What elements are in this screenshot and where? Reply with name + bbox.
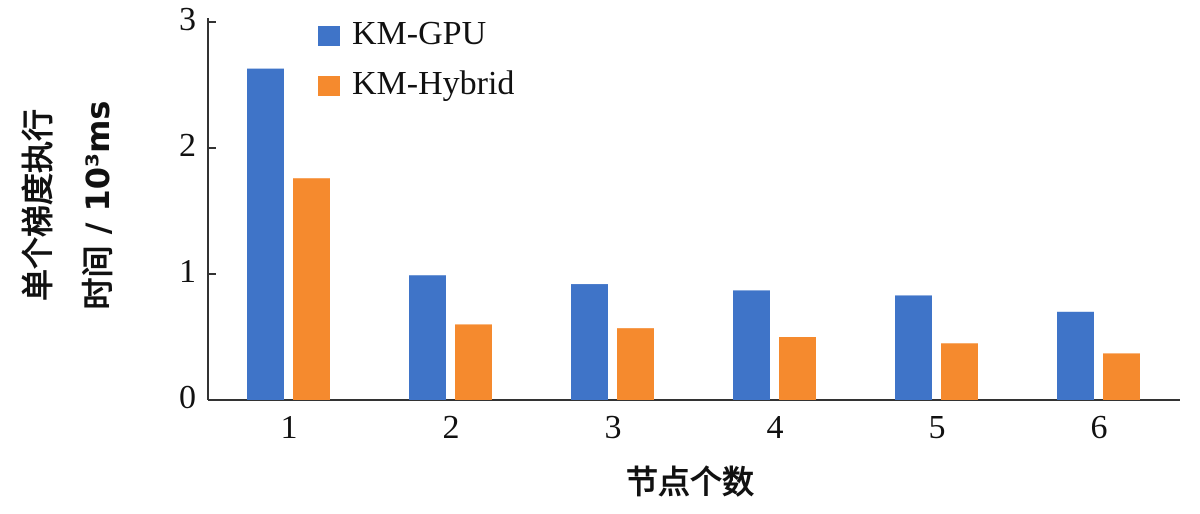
legend-swatch bbox=[318, 26, 340, 46]
y-tick-label: 3 bbox=[179, 1, 196, 38]
y-tick-label: 0 bbox=[179, 379, 196, 416]
bar bbox=[779, 337, 816, 400]
legend-label: KM-GPU bbox=[352, 15, 486, 52]
x-tick-label: 5 bbox=[929, 409, 946, 446]
bar bbox=[733, 290, 770, 400]
bar bbox=[247, 68, 284, 401]
bar bbox=[409, 275, 446, 400]
x-tick-label: 4 bbox=[767, 409, 784, 446]
x-axis-label: 节点个数 bbox=[626, 463, 755, 501]
x-tick-label: 3 bbox=[605, 409, 622, 446]
bar bbox=[571, 284, 608, 400]
y-tick-label: 1 bbox=[179, 253, 196, 290]
legend-swatch bbox=[318, 76, 340, 96]
y-axis-label: 时间 / 10³ms bbox=[79, 101, 117, 310]
bar bbox=[1103, 353, 1140, 400]
bar bbox=[455, 324, 492, 400]
bar bbox=[941, 343, 978, 400]
bar bbox=[1057, 311, 1094, 400]
x-tick-label: 2 bbox=[443, 409, 460, 446]
legend-label: KM-Hybrid bbox=[352, 65, 514, 102]
x-tick-label: 1 bbox=[281, 409, 298, 446]
y-axis-label: 单个梯度执行 bbox=[19, 109, 57, 301]
bar bbox=[895, 295, 932, 400]
y-tick-label: 2 bbox=[179, 127, 196, 164]
bar bbox=[617, 328, 654, 400]
x-tick-label: 6 bbox=[1091, 409, 1108, 446]
bar bbox=[293, 178, 330, 400]
